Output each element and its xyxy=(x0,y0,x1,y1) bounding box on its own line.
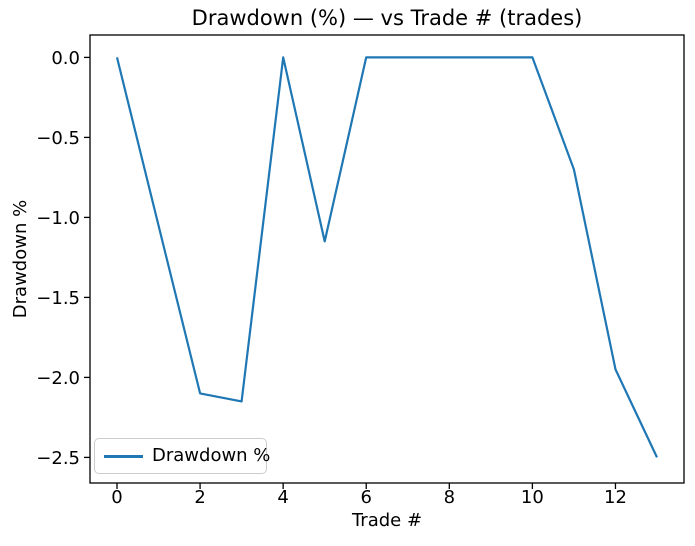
y-tick-label: −2.5 xyxy=(36,448,80,469)
plot-border xyxy=(89,34,685,484)
x-tick-label: 10 xyxy=(521,487,544,508)
x-tick-label: 0 xyxy=(111,487,122,508)
y-tick-label: −1.0 xyxy=(36,208,80,229)
x-tick-label: 8 xyxy=(444,487,455,508)
y-tick-label: 0.0 xyxy=(51,48,80,69)
x-axis-label: Trade # xyxy=(351,510,423,531)
x-tick-label: 4 xyxy=(277,487,288,508)
legend-label: Drawdown % xyxy=(152,445,271,466)
x-tick-label: 2 xyxy=(194,487,205,508)
y-tick-label: −0.5 xyxy=(36,128,80,149)
legend: Drawdown % xyxy=(94,438,271,474)
drawdown-line xyxy=(115,56,658,458)
chart-title: Drawdown (%) — vs Trade # (trades) xyxy=(191,6,583,30)
x-tick-label: 6 xyxy=(361,487,372,508)
legend-line-sample xyxy=(104,454,143,458)
y-tick-label: −1.5 xyxy=(36,288,80,309)
x-tick-label: 12 xyxy=(604,487,627,508)
y-tick-label: −2.0 xyxy=(36,368,80,389)
